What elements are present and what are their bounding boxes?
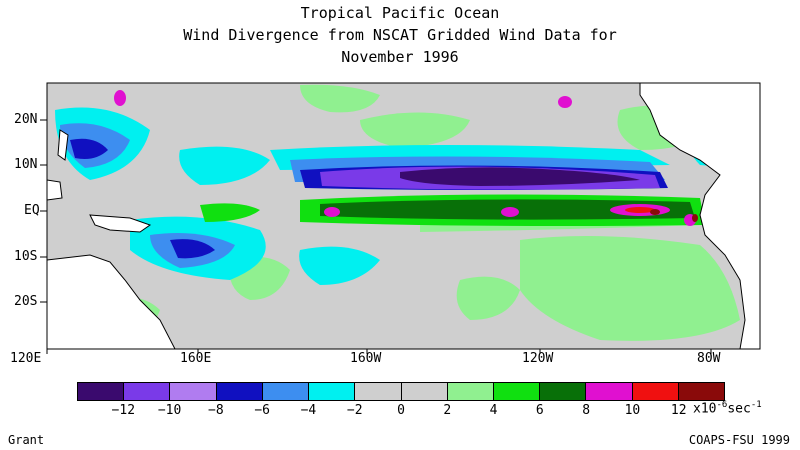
colorbar-swatch	[401, 383, 448, 400]
colorbar-tick-label: 0	[397, 403, 405, 418]
dark-violet-core	[400, 167, 640, 186]
australia-landmass	[47, 254, 176, 349]
colorbar	[77, 382, 725, 401]
title-line-3: November 1996	[341, 48, 459, 66]
borneo	[47, 179, 63, 201]
colorbar-tick-label: 8	[582, 403, 591, 418]
colorbar-swatch	[678, 383, 725, 400]
lon-label-160e: 160E	[180, 351, 212, 366]
lat-label-10n: 10N	[14, 157, 38, 172]
colorbar-swatch	[540, 383, 587, 400]
colorbar-swatch	[447, 383, 494, 400]
axis-ticks	[40, 119, 712, 354]
americas-landmass	[639, 83, 760, 349]
title-line-1: Tropical Pacific Ocean	[300, 4, 500, 22]
colorbar-tick-label: −2	[346, 403, 363, 418]
colorbar-swatch	[309, 383, 356, 400]
colorbar-units: x10-6sec-1	[693, 400, 762, 417]
credit-right: COAPS-FSU 1999	[688, 433, 790, 447]
colorbar-swatch	[262, 383, 310, 400]
colorbar-swatch	[78, 383, 125, 400]
lat-label-10s: 10S	[14, 249, 38, 264]
colorbar-tick-label: −8	[208, 403, 224, 418]
philippines	[57, 129, 69, 161]
lat-label-eq: EQ	[24, 203, 40, 218]
colorbar-swatch	[355, 383, 402, 400]
land-masses	[47, 83, 760, 349]
colorbar-swatch	[493, 383, 541, 400]
lon-label-120w: 120W	[522, 351, 554, 366]
colorbar-swatch	[216, 383, 263, 400]
title-line-2: Wind Divergence from NSCAT Gridded Wind …	[183, 26, 617, 44]
new-guinea	[89, 214, 152, 233]
colorbar-swatch	[124, 383, 171, 400]
lat-label-20s: 20S	[14, 294, 38, 309]
lon-label-80w: 80W	[697, 351, 721, 366]
colorbar-tick-label: −6	[254, 403, 270, 418]
colorbar-tick-label: 10	[624, 403, 641, 418]
colorbar-tick-label: 12	[670, 403, 687, 418]
lon-label-120e: 120E	[10, 351, 42, 366]
dark-red-cores	[650, 209, 698, 222]
colorbar-tick-label: 2	[443, 403, 452, 418]
colorbar-tick-label: 6	[535, 403, 544, 418]
colorbar-tick-label: −10	[157, 403, 182, 418]
colorbar-tick-label: −4	[300, 403, 317, 418]
colorbar-swatch	[586, 383, 633, 400]
red-cores	[625, 207, 655, 213]
colorbar-swatch	[170, 383, 217, 400]
lat-label-20n: 20N	[14, 112, 38, 127]
colorbar-tick-label: −12	[111, 403, 136, 418]
map-frame	[46, 82, 761, 350]
lon-label-160w: 160W	[350, 351, 382, 366]
credit-left: Grant	[8, 433, 45, 447]
colorbar-tick-label: 4	[489, 403, 498, 418]
colorbar-swatch	[632, 383, 679, 400]
